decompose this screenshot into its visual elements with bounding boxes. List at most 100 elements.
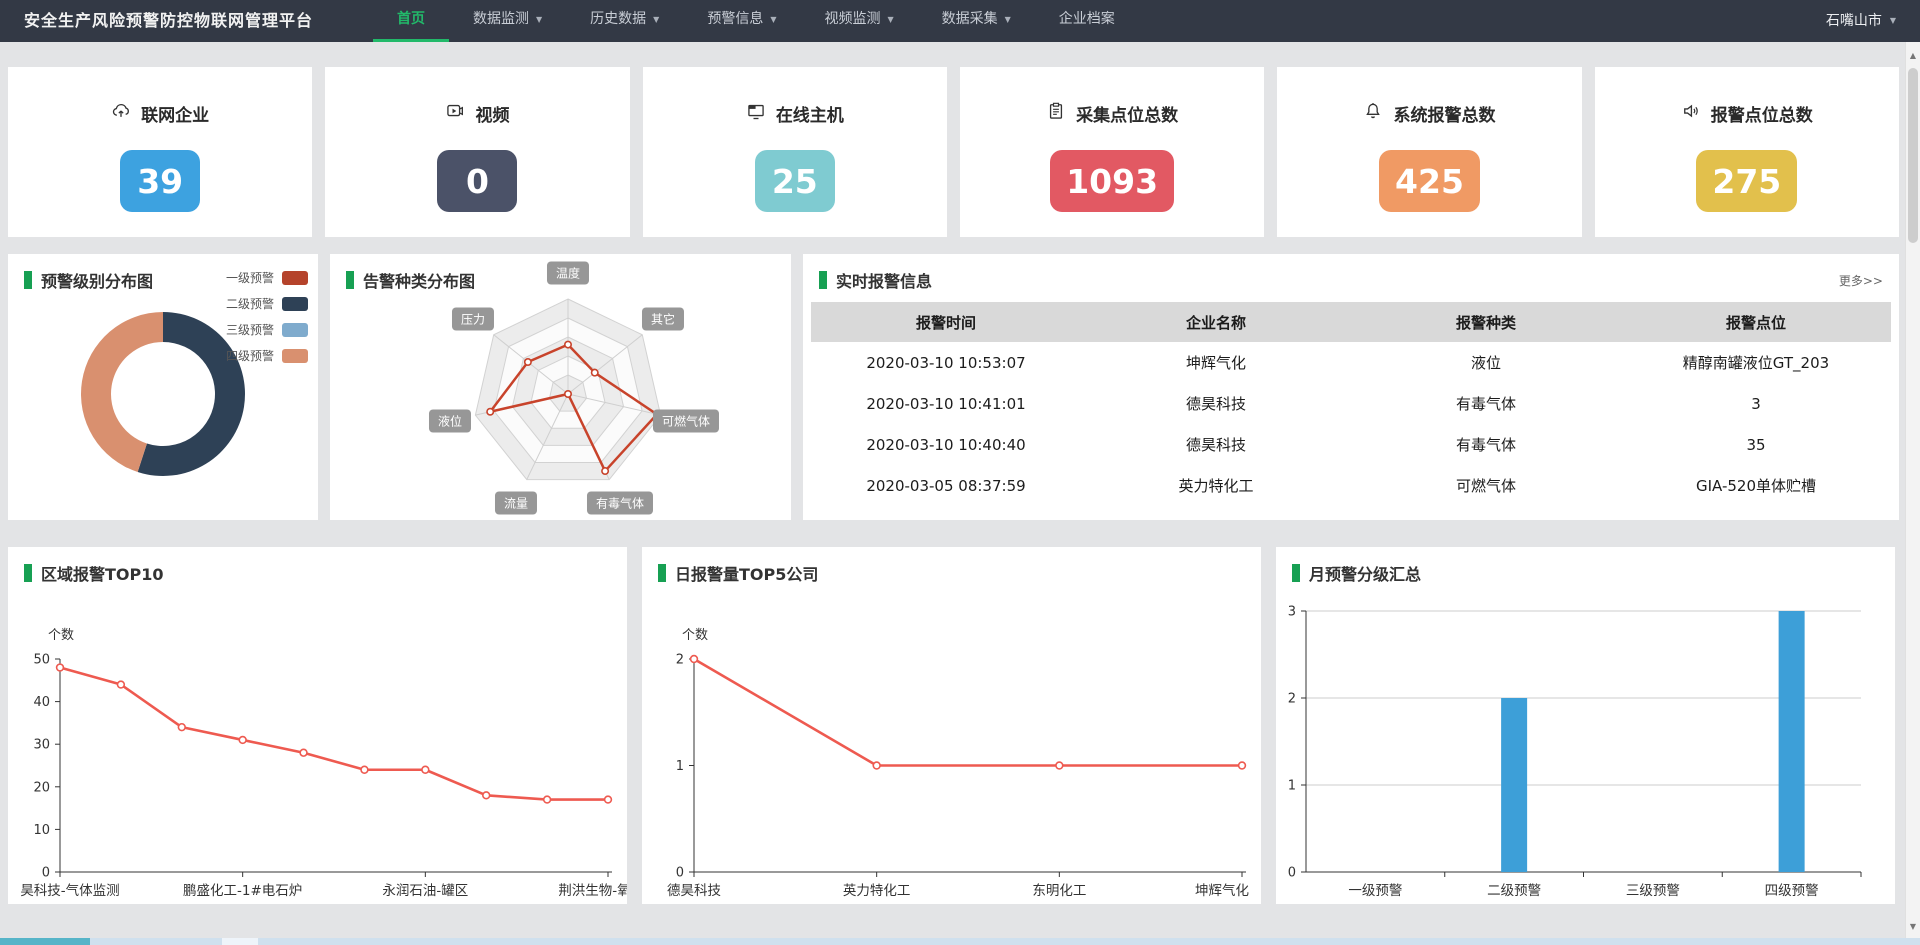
y-tick-label: 10 (33, 823, 50, 838)
radar-axis-line (526, 393, 569, 480)
data-point[interactable] (55, 663, 65, 672)
table-row[interactable]: 2020-03-10 10:53:07 坤辉气化 液位 精醇南罐液位GT_203 (811, 342, 1891, 383)
table-cell: 2020-03-10 10:41:01 (866, 394, 1026, 413)
table-cell: 德昊科技 (1185, 436, 1246, 454)
radar-point-其它[interactable] (590, 368, 599, 377)
pie-slice-二级预警[interactable] (137, 312, 245, 476)
stat-card-head: 报警点位总数 (1681, 101, 1813, 126)
line-series (59, 666, 608, 801)
more-link[interactable]: 更多>> (1838, 274, 1883, 288)
panel-alarm-type-radar: 告警种类分布图 温度 其它 可燃气体 有毒气体 流量 液位 压力 (330, 254, 791, 520)
bar-四级预警[interactable] (1778, 611, 1805, 872)
radar-point-压力[interactable] (523, 358, 532, 367)
radar-axis-label-温度: 温度 (546, 261, 590, 285)
cloud-upload-icon (111, 101, 131, 126)
radar-point-有毒气体[interactable] (601, 467, 610, 476)
data-point[interactable] (603, 795, 613, 804)
data-point[interactable] (238, 735, 247, 745)
scroll-down-icon[interactable]: ▼ (1909, 922, 1917, 931)
data-point[interactable] (421, 765, 430, 774)
radar-point-温度[interactable] (564, 340, 573, 349)
legend-item-3[interactable]: 三级预警 (226, 321, 308, 338)
table-header-cell: 企业名称 (1185, 313, 1246, 332)
nav-item-7[interactable]: 企业档案 (1035, 0, 1139, 42)
data-point[interactable] (542, 795, 552, 804)
stat-card-head: 联网企业 (111, 101, 209, 126)
stat-card-label: 视频 (475, 106, 510, 126)
bottom-edge-marker (222, 938, 258, 945)
y-tick-label: 1 (1288, 779, 1296, 794)
pie-legend: 一级预警二级预警三级预警四级预警 (226, 269, 308, 373)
chevron-down-icon: ▼ (536, 15, 543, 24)
data-point[interactable] (1055, 761, 1064, 770)
nav-item-3[interactable]: 历史数据 ▼ (566, 0, 683, 42)
stat-card-value: 39 (120, 150, 201, 212)
stat-card-value: 25 (754, 150, 835, 212)
y-tick-label: 0 (676, 866, 684, 881)
radar-data-polygon (487, 343, 659, 474)
data-point[interactable] (116, 680, 126, 689)
table-cell: 德昊科技 (1185, 395, 1246, 413)
data-point[interactable] (482, 791, 491, 800)
table-header-cell: 报警时间 (915, 313, 976, 332)
table-row[interactable]: 2020-03-10 10:41:01 德昊科技 有毒气体 3 (811, 383, 1891, 424)
stat-card-head: 在线主机 (746, 101, 844, 126)
nav-item-5[interactable]: 视频监测 ▼ (800, 0, 917, 42)
panel-realtime-alarms: 实时报警信息 更多>> 报警时间 企业名称 报警种类 报警点位 2020-03-10 1… (803, 254, 1899, 520)
data-point[interactable] (360, 765, 369, 774)
scrollbar-thumb[interactable] (1908, 68, 1918, 243)
table-cell: 2020-03-10 10:40:40 (866, 435, 1026, 454)
title-marker (24, 564, 32, 582)
nav-item-1[interactable]: 首页 (373, 0, 450, 42)
data-point[interactable] (177, 722, 186, 732)
x-tick-label: 鹏盛化工-1#电石炉 (183, 883, 302, 899)
table-row[interactable]: 2020-03-05 08:37:59 英力特化工 可燃气体 GIA-520单体贮槽 (811, 465, 1891, 506)
legend-item-4[interactable]: 四级预警 (226, 347, 308, 364)
data-point[interactable] (1237, 761, 1247, 770)
y-axis-name: 个数 (682, 628, 708, 643)
scroll-up-icon[interactable]: ▲ (1909, 51, 1917, 60)
panel-title: 预警级别分布图 (24, 268, 153, 292)
legend-label: 四级预警 (225, 349, 274, 363)
bar-二级预警[interactable] (1501, 698, 1528, 872)
stat-card-value: 0 (437, 150, 518, 212)
panel-title: 告警种类分布图 (346, 268, 475, 292)
page-scrollbar[interactable]: ▲ ▼ (1905, 42, 1920, 938)
monitor-icon (746, 101, 766, 126)
stat-card-label: 系统报警总数 (1393, 106, 1496, 126)
data-point[interactable] (689, 654, 699, 664)
legend-item-2[interactable]: 二级预警 (226, 295, 308, 312)
main-menu: 首页 数据监测 ▼ 历史数据 ▼ 预警信息 ▼ 视频监测 ▼ 数据采集 ▼ 企业档案 (373, 0, 1139, 42)
radar-point-液位[interactable] (486, 407, 495, 416)
table-row[interactable]: 2020-03-10 10:40:40 德昊科技 有毒气体 35 (811, 424, 1891, 465)
nav-item-4[interactable]: 预警信息 ▼ (683, 0, 800, 42)
x-tick-label: 二级预警 (1487, 883, 1541, 899)
stat-card-label: 采集点位总数 (1076, 106, 1179, 126)
radar-axis-label-有毒气体: 有毒气体 (586, 491, 654, 515)
legend-color-chip (282, 322, 308, 337)
radar-point-流量[interactable] (564, 390, 573, 399)
radar-axis-label-其它: 其它 (641, 307, 685, 331)
table-cell: 2020-03-10 10:53:07 (866, 353, 1026, 372)
panel-title-text: 区域报警TOP10 (41, 565, 164, 584)
stat-card-head: 采集点位总数 (1046, 101, 1178, 126)
nav-item-6[interactable]: 数据采集 ▼ (918, 0, 1035, 42)
data-point[interactable] (299, 748, 308, 757)
nav-item-2[interactable]: 数据监测 ▼ (449, 0, 566, 42)
nav-item-label: 企业档案 (1058, 11, 1115, 27)
data-point[interactable] (872, 761, 881, 770)
radar-axis-label-压力: 压力 (451, 307, 495, 331)
x-tick-label: 东明化工 (1032, 883, 1086, 899)
y-tick-label: 30 (33, 738, 50, 753)
region-selector[interactable]: 石嘴山市 ▼ (1826, 0, 1896, 42)
stat-card-head: 视频 (445, 101, 509, 126)
table-cell: 35 (1746, 435, 1766, 454)
panel-title-text: 实时报警信息 (836, 272, 933, 291)
table-cell: GIA-520单体贮槽 (1695, 477, 1817, 495)
table-cell: 3 (1751, 394, 1761, 413)
table-header-row: 报警时间 企业名称 报警种类 报警点位 (811, 302, 1891, 342)
legend-item-1[interactable]: 一级预警 (226, 269, 308, 286)
clipboard-icon (1046, 101, 1066, 126)
pie-slice-四级预警[interactable] (81, 312, 163, 472)
